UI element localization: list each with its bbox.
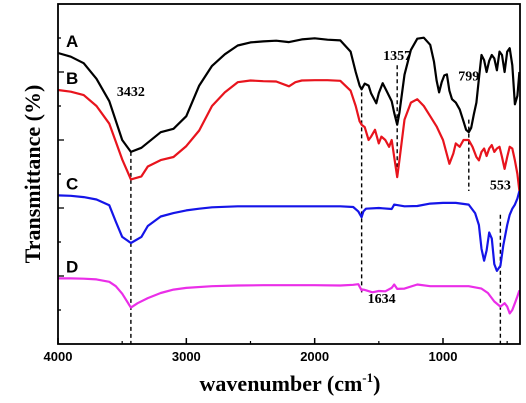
x-tick-label: 4000 (44, 349, 73, 364)
dashed-reference-lines (130, 65, 502, 344)
series-label-D: D (66, 257, 78, 276)
x-axis-title-close: ) (373, 371, 380, 396)
series-label-C: C (66, 174, 78, 193)
annotation-label-799: 799 (458, 70, 479, 85)
annotation-label-3432: 3432 (117, 85, 145, 100)
x-ticks: 4000 3000 2000 1000 (44, 338, 508, 364)
series-line-D (58, 277, 521, 315)
x-tick-label: 3000 (172, 349, 201, 364)
annotation-label-1634: 1634 (368, 292, 396, 307)
annotation-labels: 3432 1357 799 553 1634 (117, 49, 511, 307)
series-labels: AB C D (66, 32, 78, 276)
x-axis-title: wavenumber (cm-1) (200, 370, 381, 396)
series-lines (57, 36, 521, 315)
x-tick-label: 1000 (429, 349, 458, 364)
annotation-label-553: 553 (490, 178, 511, 193)
series-label-B: B (66, 69, 78, 88)
x-tick-label: 2000 (300, 349, 329, 364)
x-axis-title-superscript: -1 (362, 370, 373, 385)
y-axis-title: Transmittance (%) (20, 85, 45, 264)
annotation-label-1357: 1357 (383, 49, 411, 64)
series-label-A: A (66, 32, 78, 51)
plot-frame (57, 3, 521, 345)
series-line-B (57, 79, 521, 192)
y-ticks (58, 37, 64, 311)
series-line-C (57, 190, 521, 272)
series-line-A (57, 36, 521, 153)
